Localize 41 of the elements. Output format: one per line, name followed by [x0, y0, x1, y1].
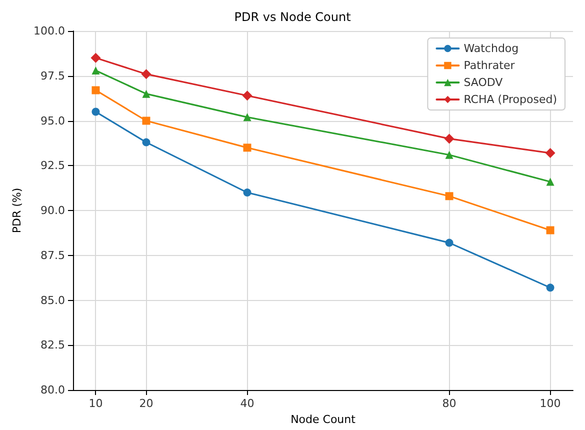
point — [445, 238, 454, 247]
y-tick-label: 85.0 — [40, 294, 65, 307]
y-tick-label: 80.0 — [40, 384, 65, 396]
point — [92, 66, 100, 74]
point — [141, 69, 152, 80]
y-tick-label: 95.0 — [40, 114, 65, 128]
point — [90, 52, 101, 63]
point — [445, 150, 454, 159]
point — [92, 108, 100, 116]
legend-label: SAODV — [464, 76, 504, 89]
point — [142, 138, 150, 146]
point — [444, 134, 454, 144]
point — [546, 178, 554, 186]
y-tick-label: 97.5 — [40, 69, 65, 82]
point — [243, 144, 252, 152]
x-axis-title: Node Count — [290, 413, 356, 426]
chart-title: PDR vs Node Count — [234, 10, 352, 24]
point — [243, 113, 252, 122]
point — [242, 90, 252, 101]
x-tick-label: 20 — [139, 397, 154, 410]
y-tick-label: 90.0 — [40, 204, 65, 217]
x-tick-label: 100 — [540, 397, 561, 410]
point — [142, 116, 150, 125]
y-axis-title: PDR (%) — [10, 188, 24, 234]
point — [546, 226, 554, 234]
point — [445, 192, 454, 200]
y-tick-label: 92.5 — [40, 159, 65, 172]
point — [546, 284, 554, 292]
point — [142, 90, 150, 98]
y-tick-label: 87.5 — [40, 248, 65, 262]
legend-label: Watchdog — [464, 42, 519, 55]
point — [92, 86, 100, 94]
x-tick-label: 40 — [240, 397, 254, 410]
y-tick-label: 82.5 — [40, 338, 65, 352]
x-tick-label: 10 — [88, 397, 103, 410]
point — [243, 188, 252, 197]
legend-label: RCHA (Proposed) — [464, 93, 557, 106]
point — [545, 148, 556, 158]
legend-label: Pathrater — [464, 59, 516, 72]
x-tick-label: 80 — [442, 397, 456, 410]
y-tick-label: 100.0 — [34, 24, 65, 38]
